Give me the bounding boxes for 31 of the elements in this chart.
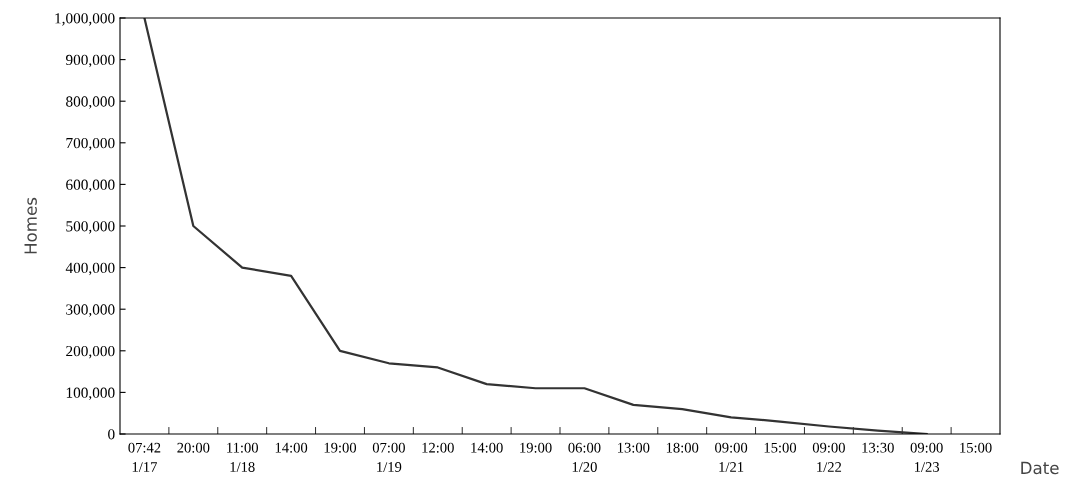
x-tick-label: 09:00 1/21 — [715, 442, 748, 472]
y-tick-label: 100,000 — [66, 387, 115, 401]
x-tick-label: 19:00 — [324, 442, 357, 453]
x-tick-label: 15:00 — [764, 442, 797, 453]
y-tick-label: 900,000 — [65, 54, 115, 68]
x-tick-label: 18:00 — [666, 442, 699, 453]
x-tick-label: 09:00 1/22 — [812, 442, 845, 472]
y-tick-label: 500,000 — [66, 221, 115, 234]
x-tick-label: 13:30 — [862, 442, 894, 453]
x-tick-label: 07:42 1/17 — [128, 442, 161, 472]
y-tick-label: 300,000 — [66, 304, 115, 317]
x-tick-label: 07:00 1/19 — [372, 442, 405, 472]
y-tick-label: 1,000,000 — [55, 13, 115, 26]
x-tick-label: 12:00 — [422, 442, 454, 453]
y-axis-title: Homes — [24, 197, 37, 254]
x-tick-label: 15:00 — [960, 442, 992, 453]
y-tick-label: 700,000 — [66, 137, 115, 151]
y-tick-label: 800,000 — [66, 96, 115, 109]
y-tick-label: 200,000 — [66, 345, 115, 359]
x-tick-label: 13:00 — [618, 442, 650, 453]
x-tick-label: 14:00 — [471, 442, 503, 453]
x-axis-title: Date — [1021, 461, 1059, 475]
x-tick-label: 20:00 — [177, 442, 210, 453]
x-tick-label: 14:00 — [275, 442, 308, 453]
x-tick-label: 19:00 — [520, 442, 552, 453]
x-tick-label: 09:00 1/23 — [910, 442, 943, 472]
y-tick-label: 600,000 — [66, 179, 115, 193]
y-tick-label: 400,000 — [65, 262, 115, 276]
y-tick-label: 0 — [108, 429, 115, 440]
x-tick-label: 06:00 1/20 — [568, 442, 601, 472]
x-tick-label: 11:00 1/18 — [227, 442, 258, 472]
